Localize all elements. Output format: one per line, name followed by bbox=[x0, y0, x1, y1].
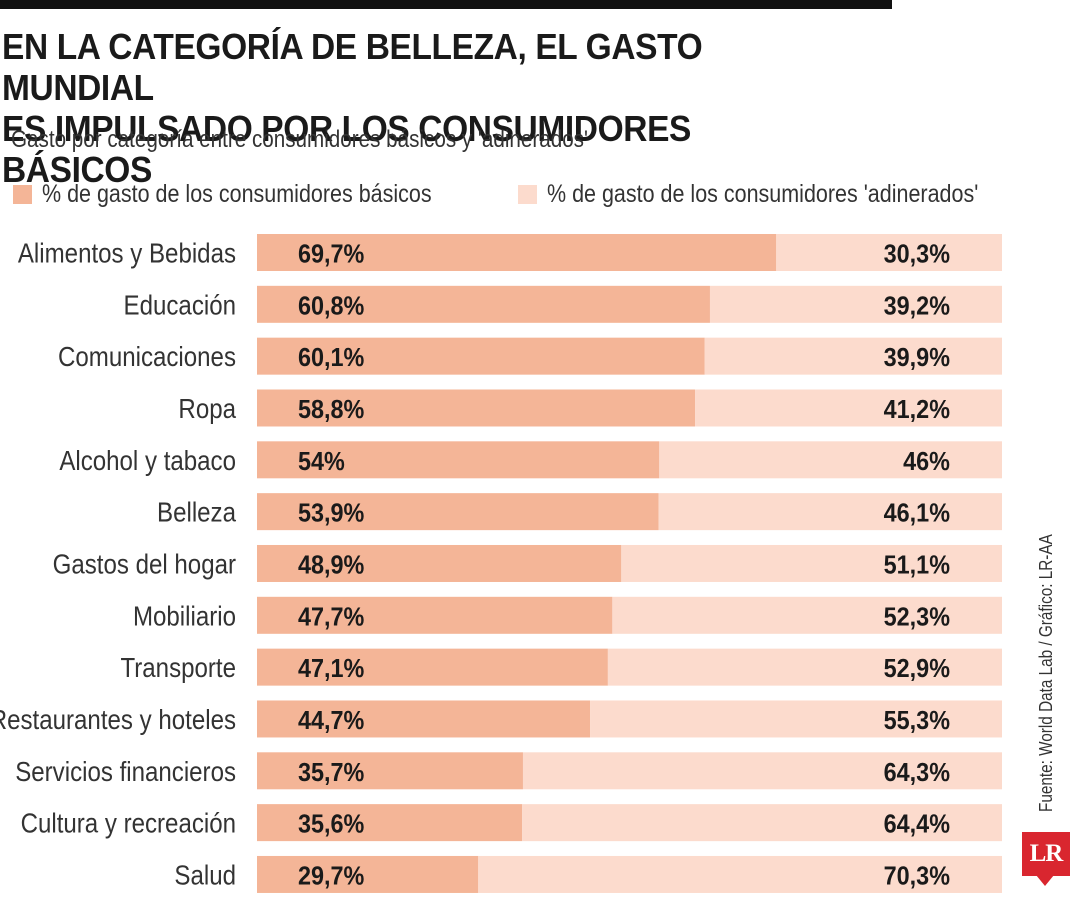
category-label-transporte: Transporte bbox=[120, 651, 236, 683]
category-label-restaurantes-y-hoteles: Restaurantes y hoteles bbox=[0, 703, 236, 735]
chart-title: EN LA CATEGORÍA DE BELLEZA, EL GASTO MUN… bbox=[2, 26, 839, 190]
chart-title-line-2: ES IMPULSADO POR LOS CONSUMIDORES BÁSICO… bbox=[2, 108, 692, 190]
category-label-ropa: Ropa bbox=[178, 392, 236, 424]
value-label-wealthy-belleza: 46,1% bbox=[884, 500, 950, 528]
bar-basic-belleza bbox=[257, 493, 659, 531]
lr-logo-tail bbox=[1036, 875, 1054, 886]
value-label-wealthy-ropa: 41,2% bbox=[884, 396, 950, 424]
source-credit: Fuente: World Data Lab / Gráfico: LR-AA bbox=[1036, 534, 1056, 812]
category-label-alimentos-y-bebidas: Alimentos y Bebidas bbox=[18, 237, 236, 269]
category-label-mobiliario: Mobiliario bbox=[133, 600, 236, 632]
value-label-basic-gastos-del-hogar: 48,9% bbox=[298, 551, 364, 579]
value-label-wealthy-restaurantes-y-hoteles: 55,3% bbox=[884, 707, 950, 735]
legend-swatch-wealthy bbox=[518, 184, 537, 204]
bar-wealthy-comunicaciones bbox=[704, 337, 1002, 375]
value-label-basic-transporte: 47,1% bbox=[298, 655, 364, 683]
value-label-basic-educacion: 60,8% bbox=[298, 292, 364, 320]
bar-wealthy-gastos-del-hogar bbox=[621, 544, 1002, 582]
bar-wealthy-mobiliario bbox=[612, 596, 1002, 634]
category-label-educacion: Educación bbox=[124, 289, 236, 321]
bar-basic-comunicaciones bbox=[257, 337, 705, 375]
value-label-basic-salud: 29,7% bbox=[298, 862, 364, 890]
bar-wealthy-educacion bbox=[709, 285, 1002, 323]
value-label-wealthy-mobiliario: 52,3% bbox=[884, 603, 950, 631]
value-label-wealthy-salud: 70,3% bbox=[884, 862, 950, 890]
bar-basic-transporte bbox=[257, 648, 608, 686]
legend-swatch-basic bbox=[13, 184, 32, 204]
bar-basic-servicios-financieros bbox=[257, 752, 523, 790]
bar-wealthy-cultura-y-recreacion bbox=[522, 804, 1002, 842]
value-label-wealthy-alimentos-y-bebidas: 30,3% bbox=[884, 240, 950, 268]
value-label-wealthy-transporte: 52,9% bbox=[884, 655, 950, 683]
value-label-basic-ropa: 58,8% bbox=[298, 396, 364, 424]
value-label-basic-servicios-financieros: 35,7% bbox=[298, 759, 364, 787]
category-label-servicios-financieros: Servicios financieros bbox=[15, 755, 236, 787]
legend-label-basic: % de gasto de los consumidores básicos bbox=[42, 179, 432, 208]
category-label-cultura-y-recreacion: Cultura y recreación bbox=[21, 807, 236, 839]
bar-wealthy-restaurantes-y-hoteles bbox=[590, 700, 1002, 738]
bar-wealthy-transporte bbox=[607, 648, 1002, 686]
value-label-wealthy-servicios-financieros: 64,3% bbox=[884, 759, 950, 787]
bar-wealthy-alcohol-y-tabaco bbox=[659, 441, 1002, 479]
bar-basic-educacion bbox=[257, 285, 710, 323]
value-label-basic-alcohol-y-tabaco: 54% bbox=[298, 448, 345, 476]
bar-wealthy-belleza bbox=[658, 493, 1002, 531]
category-label-comunicaciones: Comunicaciones bbox=[58, 340, 236, 372]
bar-basic-restaurantes-y-hoteles bbox=[257, 700, 591, 738]
value-label-wealthy-gastos-del-hogar: 51,1% bbox=[884, 551, 950, 579]
category-label-belleza: Belleza bbox=[157, 496, 236, 528]
bar-basic-gastos-del-hogar bbox=[257, 544, 622, 582]
value-label-wealthy-alcohol-y-tabaco: 46% bbox=[903, 448, 950, 476]
chart-subtitle: Gasto por categoría entre consumidores b… bbox=[11, 126, 588, 153]
value-label-basic-mobiliario: 47,7% bbox=[298, 603, 364, 631]
bar-wealthy-servicios-financieros bbox=[522, 752, 1002, 790]
bar-wealthy-salud bbox=[478, 855, 1002, 893]
category-label-salud: Salud bbox=[174, 859, 236, 891]
bar-basic-mobiliario bbox=[257, 596, 613, 634]
value-label-wealthy-comunicaciones: 39,9% bbox=[884, 344, 950, 372]
legend: % de gasto de los consumidores básicos %… bbox=[13, 176, 1013, 212]
bar-basic-alimentos-y-bebidas bbox=[257, 234, 777, 271]
value-label-basic-belleza: 53,9% bbox=[298, 500, 364, 528]
bar-basic-cultura-y-recreacion bbox=[257, 804, 523, 842]
chart-title-line-1: EN LA CATEGORÍA DE BELLEZA, EL GASTO MUN… bbox=[2, 26, 703, 108]
bar-basic-salud bbox=[257, 855, 479, 893]
value-label-wealthy-cultura-y-recreacion: 64,4% bbox=[884, 811, 950, 839]
top-rule bbox=[0, 0, 892, 9]
category-label-gastos-del-hogar: Gastos del hogar bbox=[53, 548, 237, 580]
value-label-wealthy-educacion: 39,2% bbox=[884, 292, 950, 320]
value-label-basic-restaurantes-y-hoteles: 44,7% bbox=[298, 707, 364, 735]
bar-basic-ropa bbox=[257, 389, 696, 427]
lr-logo: LR bbox=[1022, 832, 1070, 876]
value-label-basic-alimentos-y-bebidas: 69,7% bbox=[298, 240, 364, 268]
category-label-alcohol-y-tabaco: Alcohol y tabaco bbox=[59, 444, 236, 476]
legend-label-wealthy: % de gasto de los consumidores 'adinerad… bbox=[547, 179, 979, 208]
bar-wealthy-alimentos-y-bebidas bbox=[776, 234, 1002, 271]
legend-item-wealthy: % de gasto de los consumidores 'adinerad… bbox=[518, 176, 1049, 212]
bar-wealthy-ropa bbox=[695, 389, 1002, 427]
value-label-basic-cultura-y-recreacion: 35,6% bbox=[298, 811, 364, 839]
bar-basic-alcohol-y-tabaco bbox=[257, 441, 660, 479]
value-label-basic-comunicaciones: 60,1% bbox=[298, 344, 364, 372]
legend-item-basic: % de gasto de los consumidores básicos bbox=[13, 176, 495, 212]
